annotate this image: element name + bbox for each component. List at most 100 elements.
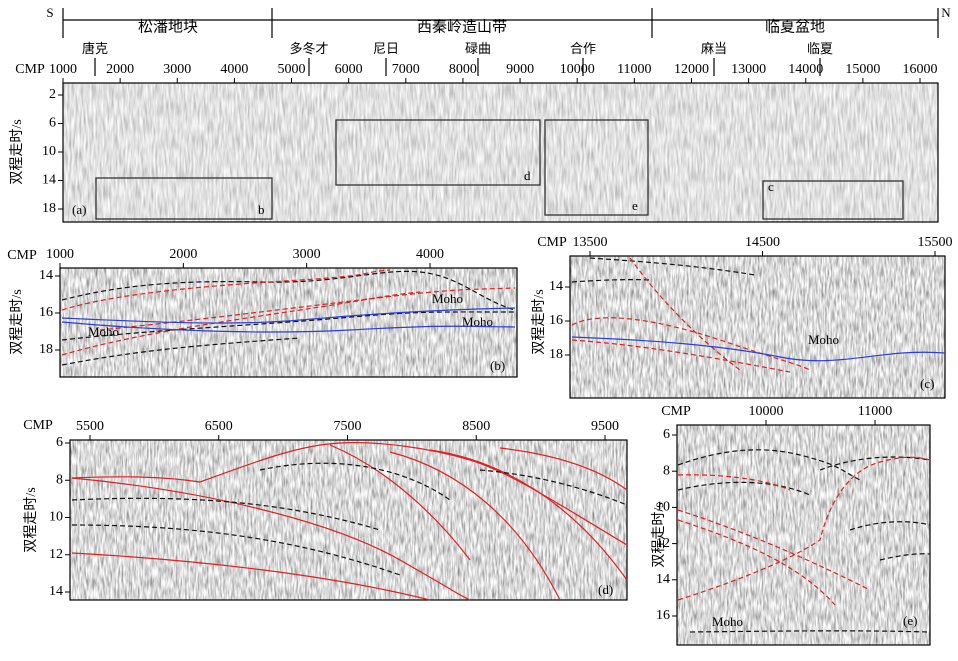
y-tick-label: 10 (656, 500, 670, 515)
box-label: c (768, 179, 774, 194)
annotation: Moho (462, 314, 493, 329)
y-tick-label: 18 (549, 347, 563, 362)
x-tick-label: 8000 (449, 62, 477, 77)
fault (99, 287, 516, 331)
x-tick-label: 2000 (169, 247, 197, 262)
region-label: 松潘地块 (138, 18, 198, 35)
fault (389, 451, 561, 601)
y-tick-label: 8 (56, 472, 63, 487)
y-tick-label: 6 (663, 427, 670, 442)
x-tick-label: 14000 (788, 62, 823, 77)
y-tick-label: 16 (656, 608, 670, 623)
moho-line (689, 630, 929, 633)
place-label: 麻当 (701, 41, 727, 56)
top-header (62, 8, 939, 76)
horizon (61, 311, 516, 341)
horizon (71, 497, 381, 531)
direction-label: N (941, 5, 951, 20)
x-tick-label: 7500 (334, 419, 362, 434)
y-tick-label: 16 (549, 313, 563, 328)
x-tick-label: 16000 (903, 62, 938, 77)
horizon (71, 524, 401, 576)
x-tick-label: 13000 (731, 62, 766, 77)
y-tick-label: 14 (49, 584, 63, 599)
box-label: b (258, 202, 265, 217)
direction-label: S (46, 5, 53, 20)
horizon (677, 449, 861, 481)
horizon (819, 456, 931, 471)
fault (429, 449, 628, 581)
seismic-image (570, 256, 945, 398)
x-axis-label: CMP (15, 62, 45, 77)
x-tick-label: 5000 (278, 62, 306, 77)
x-tick-label: 6000 (335, 62, 363, 77)
y-tick-label: 6 (56, 435, 63, 450)
fault (499, 447, 628, 491)
interpretation-e (677, 449, 931, 633)
x-tick-label: 4000 (416, 247, 444, 262)
y-axis-label: 双程走时/s (651, 502, 667, 567)
fault (571, 339, 791, 373)
box (335, 119, 541, 186)
x-tick-label: 5500 (76, 419, 104, 434)
fault (677, 474, 791, 491)
y-tick-label: 2 (49, 87, 56, 102)
x-tick-label: 1000 (46, 247, 74, 262)
fault (71, 477, 471, 601)
x-tick-label: 2000 (106, 62, 134, 77)
panel-label: (b) (490, 358, 505, 373)
place-label: 唐克 (82, 41, 108, 56)
fault (677, 509, 871, 591)
moho-line (571, 336, 946, 362)
x-tick-label: 15500 (918, 235, 953, 250)
x-tick-label: 8500 (462, 419, 490, 434)
moho-line (61, 321, 516, 333)
region-label: 临夏盆地 (765, 18, 825, 35)
horizon (589, 257, 756, 276)
y-axis-label: 双程走时/s (23, 487, 39, 552)
fault (61, 291, 421, 356)
x-tick-label: 4000 (220, 62, 248, 77)
horizon (61, 337, 301, 366)
interpretation-c (571, 257, 946, 373)
place-label: 合作 (570, 41, 596, 56)
fault (677, 456, 931, 601)
region-label: 西秦岭造山带 (417, 18, 507, 35)
fault (571, 317, 811, 371)
interpretation-d (71, 442, 628, 601)
x-axis-label: CMP (537, 235, 567, 250)
interpretation-b (61, 269, 516, 366)
x-tick-label: 10000 (749, 404, 784, 419)
seismic-images (59, 82, 946, 646)
annotation: Moho (712, 614, 743, 629)
x-tick-label: 15000 (845, 62, 880, 77)
x-axis-label: CMP (23, 418, 53, 433)
y-axis-label: 双程走时/s (9, 289, 25, 354)
panel-label: (a) (72, 202, 86, 217)
place-label: 多冬才 (289, 41, 328, 56)
annotation: Moho (808, 332, 839, 347)
y-tick-label: 18 (42, 201, 56, 216)
x-tick-label: 3000 (293, 247, 321, 262)
horizon (259, 462, 451, 501)
x-tick-label: 9500 (591, 419, 619, 434)
frame (569, 255, 946, 399)
y-tick-label: 14 (549, 279, 563, 294)
frame (59, 267, 518, 378)
fault (677, 519, 836, 606)
seismic-image (70, 440, 627, 600)
y-tick-label: 14 (656, 572, 670, 587)
y-tick-label: 16 (39, 305, 53, 320)
box-label: d (524, 168, 531, 183)
panel-label: (d) (598, 582, 613, 597)
fault (329, 444, 471, 561)
panel-label: (c) (920, 376, 934, 391)
x-tick-label: 13500 (573, 235, 608, 250)
box (544, 119, 649, 216)
fault (629, 257, 741, 371)
x-tick-label: 11000 (858, 404, 892, 419)
frame (69, 439, 628, 601)
y-axis-label: 双程走时/s (531, 289, 547, 354)
